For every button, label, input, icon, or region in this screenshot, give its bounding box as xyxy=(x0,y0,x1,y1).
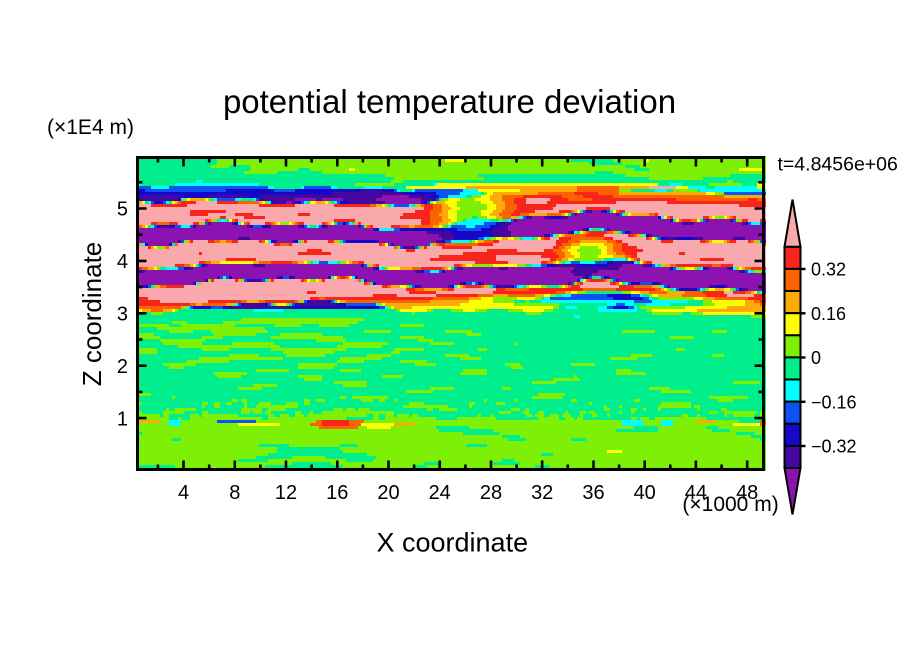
svg-text:potential temperature deviatio: potential temperature deviation xyxy=(223,83,676,120)
svg-text:0.32: 0.32 xyxy=(811,260,846,280)
svg-text:0.16: 0.16 xyxy=(811,304,846,324)
svg-text:−0.32: −0.32 xyxy=(811,437,857,457)
svg-text:(×1E4 m): (×1E4 m) xyxy=(47,116,134,139)
svg-text:t=4.8456e+06: t=4.8456e+06 xyxy=(778,154,898,176)
svg-text:8: 8 xyxy=(229,482,240,504)
svg-text:16: 16 xyxy=(326,482,348,504)
svg-text:5: 5 xyxy=(117,199,128,221)
svg-text:40: 40 xyxy=(634,482,656,504)
svg-text:(×1000 m): (×1000 m) xyxy=(682,493,778,516)
svg-text:−0.16: −0.16 xyxy=(811,392,857,412)
svg-text:4: 4 xyxy=(117,251,128,273)
svg-text:32: 32 xyxy=(531,482,553,504)
svg-text:28: 28 xyxy=(480,482,502,504)
svg-text:44: 44 xyxy=(685,482,707,504)
svg-text:2: 2 xyxy=(117,356,128,378)
svg-text:0: 0 xyxy=(811,348,821,368)
svg-text:24: 24 xyxy=(429,482,451,504)
svg-text:Z coordinate: Z coordinate xyxy=(77,242,107,387)
svg-text:48: 48 xyxy=(736,482,758,504)
svg-text:20: 20 xyxy=(377,482,399,504)
svg-text:12: 12 xyxy=(275,482,297,504)
svg-text:X coordinate: X coordinate xyxy=(376,528,528,558)
svg-text:36: 36 xyxy=(582,482,604,504)
svg-text:1: 1 xyxy=(117,408,128,430)
svg-text:3: 3 xyxy=(117,304,128,326)
svg-text:4: 4 xyxy=(178,482,189,504)
